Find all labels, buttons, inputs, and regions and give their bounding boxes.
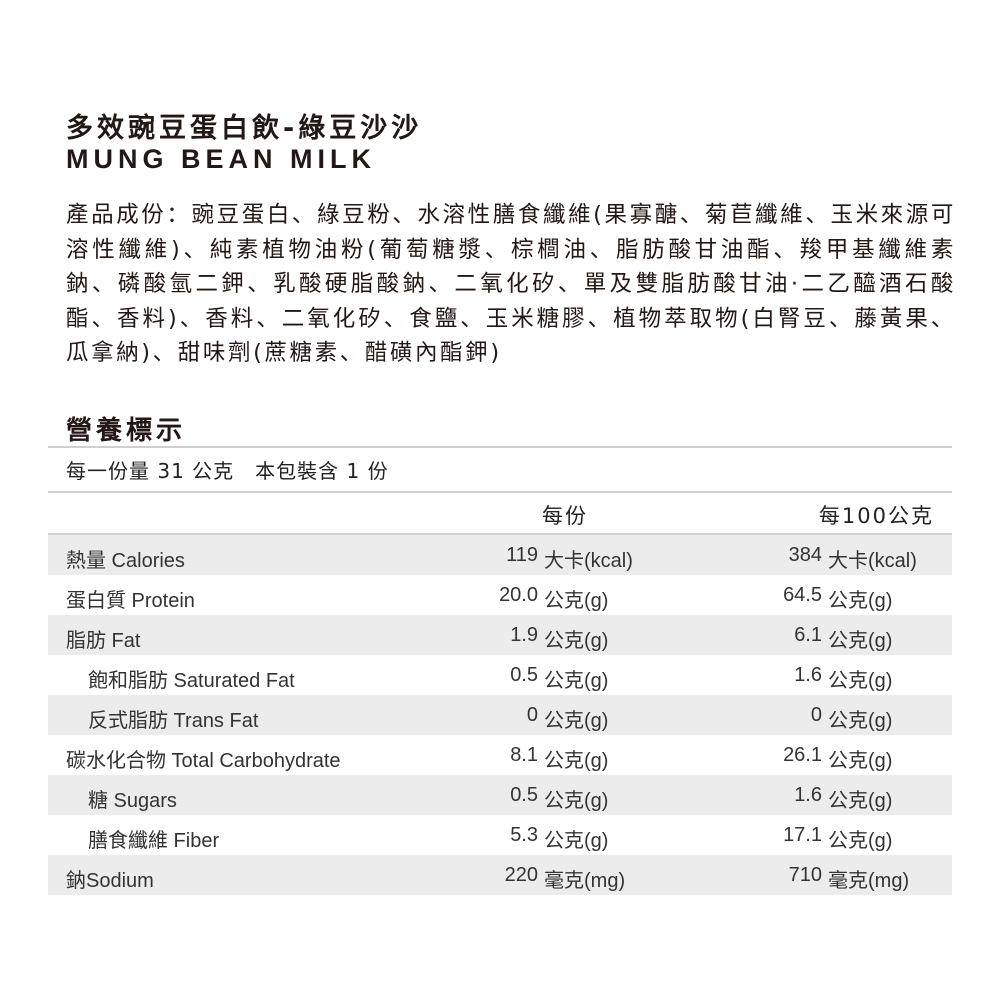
per-100g-unit: 大卡(kcal) (828, 550, 917, 572)
per-100g-unit: 公克(g) (828, 830, 893, 852)
col-header-per-100g: 每100公克 (818, 504, 934, 528)
nutrition-row: 鈉Sodium 220 毫克(mg) 710 毫克(mg) (48, 855, 952, 895)
per-serving-value: 5.3 (510, 824, 538, 846)
nutrition-row: 蛋白質 Protein 20.0 公克(g) 64.5 公克(g) (48, 575, 952, 615)
nutrient-label: 蛋白質 Protein (66, 590, 195, 612)
per-serving-unit: 公克(g) (544, 750, 609, 772)
per-100g-unit: 公克(g) (828, 710, 893, 732)
nutrition-row: 熱量 Calories 119 大卡(kcal) 384 大卡(kcal) (48, 535, 952, 575)
per-serving-value: 0.5 (510, 784, 538, 806)
per-100g-value: 6.1 (794, 624, 822, 646)
per-serving-value: 220 (504, 864, 538, 886)
per-serving-unit: 大卡(kcal) (544, 550, 633, 572)
nutrition-row: 碳水化合物 Total Carbohydrate 8.1 公克(g) 26.1 … (48, 735, 952, 775)
product-title: 多效豌豆蛋白飲-綠豆沙沙 (66, 113, 423, 144)
nutrient-label: 反式脂肪 Trans Fat (88, 710, 259, 732)
divider (48, 446, 952, 448)
per-100g-unit: 公克(g) (828, 750, 893, 772)
per-100g-value: 26.1 (783, 744, 822, 766)
per-100g-value: 1.6 (794, 664, 822, 686)
nutrient-label: 糖 Sugars (88, 790, 177, 812)
serving-size: 每一份量 31 公克 本包裝含 1 份 (66, 459, 389, 483)
per-serving-value: 1.9 (510, 624, 538, 646)
per-100g-unit: 公克(g) (828, 630, 893, 652)
per-serving-unit: 公克(g) (544, 830, 609, 852)
nutrition-heading: 營養標示 (66, 416, 187, 446)
nutrient-label: 鈉Sodium (66, 870, 154, 892)
per-100g-unit: 公克(g) (828, 590, 893, 612)
per-serving-value: 0 (526, 704, 538, 726)
per-100g-unit: 公克(g) (828, 790, 893, 812)
nutrition-row: 膳食纖維 Fiber 5.3 公克(g) 17.1 公克(g) (48, 815, 952, 855)
per-100g-value: 710 (788, 864, 822, 886)
per-100g-unit: 公克(g) (828, 670, 893, 692)
per-100g-value: 0 (810, 704, 822, 726)
per-100g-unit: 毫克(mg) (828, 870, 910, 892)
nutrition-row: 脂肪 Fat 1.9 公克(g) 6.1 公克(g) (48, 615, 952, 655)
nutrition-row: 糖 Sugars 0.5 公克(g) 1.6 公克(g) (48, 775, 952, 815)
per-100g-value: 64.5 (783, 584, 822, 606)
per-100g-value: 384 (788, 544, 822, 566)
ingredients-text: 產品成份：豌豆蛋白、綠豆粉、水溶性膳食纖維(果寡醣、菊苣纖維、玉米來源可溶性纖維… (66, 202, 956, 366)
nutrient-label: 碳水化合物 Total Carbohydrate (66, 750, 341, 772)
per-serving-unit: 公克(g) (544, 670, 609, 692)
per-100g-value: 17.1 (783, 824, 822, 846)
nutrient-label: 飽和脂肪 Saturated Fat (88, 670, 295, 692)
product-subtitle: MUNG BEAN MILK (66, 144, 376, 174)
per-serving-value: 119 (506, 544, 538, 566)
nutrition-row: 飽和脂肪 Saturated Fat 0.5 公克(g) 1.6 公克(g) (48, 655, 952, 695)
nutrition-row: 反式脂肪 Trans Fat 0 公克(g) 0 公克(g) (48, 695, 952, 735)
divider (48, 491, 952, 493)
per-serving-value: 20.0 (499, 584, 538, 606)
per-serving-unit: 公克(g) (544, 790, 609, 812)
nutrient-label: 熱量 Calories (66, 550, 185, 572)
divider (48, 533, 952, 535)
nutrient-label: 膳食纖維 Fiber (88, 830, 220, 852)
per-serving-unit: 公克(g) (544, 590, 609, 612)
per-100g-value: 1.6 (794, 784, 822, 806)
per-serving-unit: 毫克(mg) (544, 870, 626, 892)
per-serving-unit: 公克(g) (544, 630, 609, 652)
per-serving-unit: 公克(g) (544, 710, 609, 732)
nutrient-label: 脂肪 Fat (66, 630, 141, 652)
col-header-per-serving: 每份 (542, 504, 588, 528)
per-serving-value: 8.1 (510, 744, 538, 766)
per-serving-value: 0.5 (510, 664, 538, 686)
